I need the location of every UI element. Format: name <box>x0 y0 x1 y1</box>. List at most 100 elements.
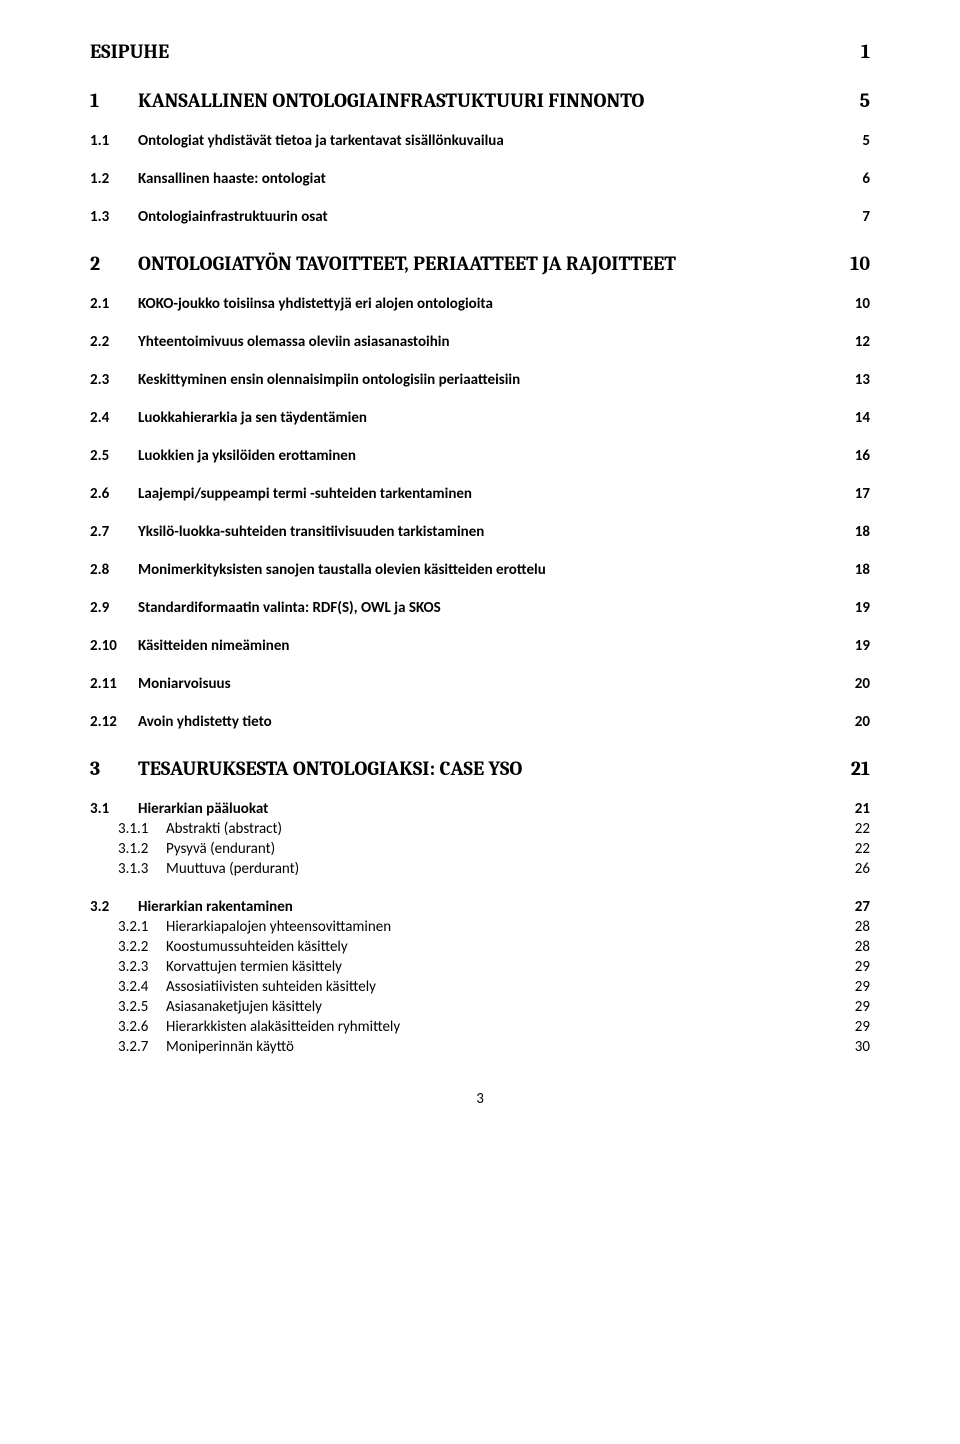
toc-entry[interactable]: 3.2.3Korvattujen termien käsittely29 <box>90 958 870 976</box>
toc-entry-page: 19 <box>840 599 870 617</box>
toc-entry-title: Monimerkityksisten sanojen taustalla ole… <box>138 561 546 579</box>
toc-entry-left: 1.2Kansallinen haaste: ontologiat <box>90 170 840 188</box>
toc-entry[interactable]: 2.4Luokkahierarkia ja sen täydentämien 14 <box>90 409 870 427</box>
toc-entry[interactable]: ESIPUHE1 <box>90 40 870 63</box>
toc-entry-number: 3.2.7 <box>118 1038 166 1056</box>
toc-entry-title: Kansallinen haaste: ontologiat <box>138 170 326 188</box>
toc-entry[interactable]: 3.2.6Hierarkkisten alakäsitteiden ryhmit… <box>90 1018 870 1036</box>
toc-entry-left: 3.2.7Moniperinnän käyttö <box>118 1038 840 1056</box>
toc-entry[interactable]: 3.2.4Assosiatiivisten suhteiden käsittel… <box>90 978 870 996</box>
toc-entry-page: 12 <box>840 333 870 351</box>
toc-entry[interactable]: 2ONTOLOGIATYÖN TAVOITTEET, PERIAATTEET J… <box>90 252 870 275</box>
toc-entry[interactable]: 3.1Hierarkian pääluokat21 <box>90 800 870 818</box>
toc-entry[interactable]: 1.3Ontologiainfrastruktuurin osat7 <box>90 208 870 226</box>
toc-entry-left: 3.1.2Pysyvä (endurant) <box>118 840 840 858</box>
toc-entry-left: 1.3Ontologiainfrastruktuurin osat <box>90 208 840 226</box>
toc-entry-number: 3.2 <box>90 898 138 916</box>
toc-entry-title: Moniarvoisuus <box>138 675 231 693</box>
toc-entry-page: 16 <box>840 447 870 465</box>
toc-entry-left: 2.2Yhteentoimivuus olemassa oleviin asia… <box>90 333 840 351</box>
toc-entry-page: 14 <box>840 409 870 427</box>
toc-entry-number: 3.2.6 <box>118 1018 166 1036</box>
toc-entry-title: TESAURUKSESTA ONTOLOGIAKSI: CASE YSO <box>138 757 522 780</box>
toc-entry-left: 3TESAURUKSESTA ONTOLOGIAKSI: CASE YSO <box>90 757 840 780</box>
toc-entry-left: 2.9Standardiformaatin valinta: RDF(S), O… <box>90 599 840 617</box>
toc-entry-page: 10 <box>840 295 870 313</box>
toc-entry-left: 2.8Monimerkityksisten sanojen taustalla … <box>90 561 840 579</box>
toc-entry-title: Muuttuva (perdurant) <box>166 860 299 878</box>
table-of-contents: ESIPUHE1 1KANSALLINEN ONTOLOGIAINFRASTUKT… <box>90 40 870 1056</box>
toc-entry-left: 3.1Hierarkian pääluokat <box>90 800 840 818</box>
toc-entry-page: 21 <box>840 757 870 780</box>
toc-entry-number: 2.4 <box>90 409 138 427</box>
toc-entry-title: Luokkien ja yksilöiden erottaminen <box>138 447 356 465</box>
toc-entry-title: Assosiatiivisten suhteiden käsittely <box>166 978 376 996</box>
toc-entry-title: Luokkahierarkia ja sen täydentämien <box>138 409 367 427</box>
toc-entry-number: 3.1 <box>90 800 138 818</box>
toc-entry[interactable]: 3.2.2Koostumussuhteiden käsittely28 <box>90 938 870 956</box>
toc-entry-left: 2.11Moniarvoisuus <box>90 675 840 693</box>
toc-entry[interactable]: 3.1.1Abstrakti (abstract)22 <box>90 820 870 838</box>
toc-entry-number: 2.2 <box>90 333 138 351</box>
page-number: 3 <box>90 1090 870 1108</box>
toc-entry-left: 2.12Avoin yhdistetty tieto <box>90 713 840 731</box>
toc-entry-page: 27 <box>840 898 870 916</box>
toc-entry-left: 2.3Keskittyminen ensin olennaisimpiin on… <box>90 371 840 389</box>
toc-entry-page: 5 <box>840 132 870 150</box>
toc-entry[interactable]: 2.7Yksilö-luokka-suhteiden transitiivisu… <box>90 523 870 541</box>
toc-entry[interactable]: 2.5Luokkien ja yksilöiden erottaminen16 <box>90 447 870 465</box>
toc-entry[interactable]: 3.1.3Muuttuva (perdurant)26 <box>90 860 870 878</box>
toc-entry-left: ESIPUHE <box>90 40 840 63</box>
toc-entry-number: 2.5 <box>90 447 138 465</box>
toc-entry-page: 18 <box>840 561 870 579</box>
toc-entry[interactable]: 2.12Avoin yhdistetty tieto20 <box>90 713 870 731</box>
toc-entry-number: 3.1.2 <box>118 840 166 858</box>
toc-entry-title: Asiasanaketjujen käsittely <box>166 998 322 1016</box>
toc-entry[interactable]: 1.2Kansallinen haaste: ontologiat6 <box>90 170 870 188</box>
toc-entry[interactable]: 2.11Moniarvoisuus20 <box>90 675 870 693</box>
toc-entry[interactable]: 3TESAURUKSESTA ONTOLOGIAKSI: CASE YSO21 <box>90 757 870 780</box>
toc-entry-page: 22 <box>840 820 870 838</box>
toc-entry-left: 2.1KOKO-joukko toisiinsa yhdistettyjä er… <box>90 295 840 313</box>
toc-entry-left: 2.5Luokkien ja yksilöiden erottaminen <box>90 447 840 465</box>
toc-entry[interactable]: 3.2Hierarkian rakentaminen27 <box>90 898 870 916</box>
toc-entry-left: 3.2Hierarkian rakentaminen <box>90 898 840 916</box>
toc-entry-page: 21 <box>840 800 870 818</box>
toc-entry-page: 7 <box>840 208 870 226</box>
toc-entry-title: Ontologiainfrastruktuurin osat <box>138 208 328 226</box>
toc-entry-left: 3.2.5Asiasanaketjujen käsittely <box>118 998 840 1016</box>
toc-entry-number: 2 <box>90 252 138 275</box>
toc-entry-number: 2.12 <box>90 713 138 731</box>
toc-entry[interactable]: 3.1.2Pysyvä (endurant)22 <box>90 840 870 858</box>
toc-entry[interactable]: 2.3Keskittyminen ensin olennaisimpiin on… <box>90 371 870 389</box>
toc-entry-page: 17 <box>840 485 870 503</box>
toc-entry-left: 1.1Ontologiat yhdistävät tietoa ja tarke… <box>90 132 840 150</box>
toc-entry[interactable]: 3.2.1Hierarkiapalojen yhteensovittaminen… <box>90 918 870 936</box>
toc-entry-title: Hierarkian rakentaminen <box>138 898 293 916</box>
toc-entry-number: 3.2.5 <box>118 998 166 1016</box>
toc-entry-number: 2.1 <box>90 295 138 313</box>
toc-entry-left: 3.1.3Muuttuva (perdurant) <box>118 860 840 878</box>
toc-entry[interactable]: 2.2Yhteentoimivuus olemassa oleviin asia… <box>90 333 870 351</box>
toc-entry-page: 29 <box>840 978 870 996</box>
toc-entry[interactable]: 2.10Käsitteiden nimeäminen19 <box>90 637 870 655</box>
toc-entry-number: 2.6 <box>90 485 138 503</box>
toc-entry[interactable]: 2.1KOKO-joukko toisiinsa yhdistettyjä er… <box>90 295 870 313</box>
toc-entry[interactable]: 1.1Ontologiat yhdistävät tietoa ja tarke… <box>90 132 870 150</box>
toc-entry-number: 3.2.2 <box>118 938 166 956</box>
toc-entry[interactable]: 3.2.7Moniperinnän käyttö30 <box>90 1038 870 1056</box>
toc-entry-left: 3.2.4Assosiatiivisten suhteiden käsittel… <box>118 978 840 996</box>
toc-entry-number: 3.2.3 <box>118 958 166 976</box>
toc-entry-page: 30 <box>840 1038 870 1056</box>
toc-entry-page: 6 <box>840 170 870 188</box>
toc-entry-title: Korvattujen termien käsittely <box>166 958 342 976</box>
toc-entry[interactable]: 3.2.5Asiasanaketjujen käsittely29 <box>90 998 870 1016</box>
toc-entry[interactable]: 2.8Monimerkityksisten sanojen taustalla … <box>90 561 870 579</box>
toc-entry-title: Hierarkkisten alakäsitteiden ryhmittely <box>166 1018 400 1036</box>
toc-entry[interactable]: 2.9Standardiformaatin valinta: RDF(S), O… <box>90 599 870 617</box>
toc-entry[interactable]: 2.6Laajempi/suppeampi termi -suhteiden t… <box>90 485 870 503</box>
toc-entry-title: Pysyvä (endurant) <box>166 840 275 858</box>
toc-entry-page: 20 <box>840 675 870 693</box>
toc-entry[interactable]: 1KANSALLINEN ONTOLOGIAINFRASTUKTUURI FIN… <box>90 89 870 112</box>
toc-entry-title: Yhteentoimivuus olemassa oleviin asiasan… <box>138 333 450 351</box>
